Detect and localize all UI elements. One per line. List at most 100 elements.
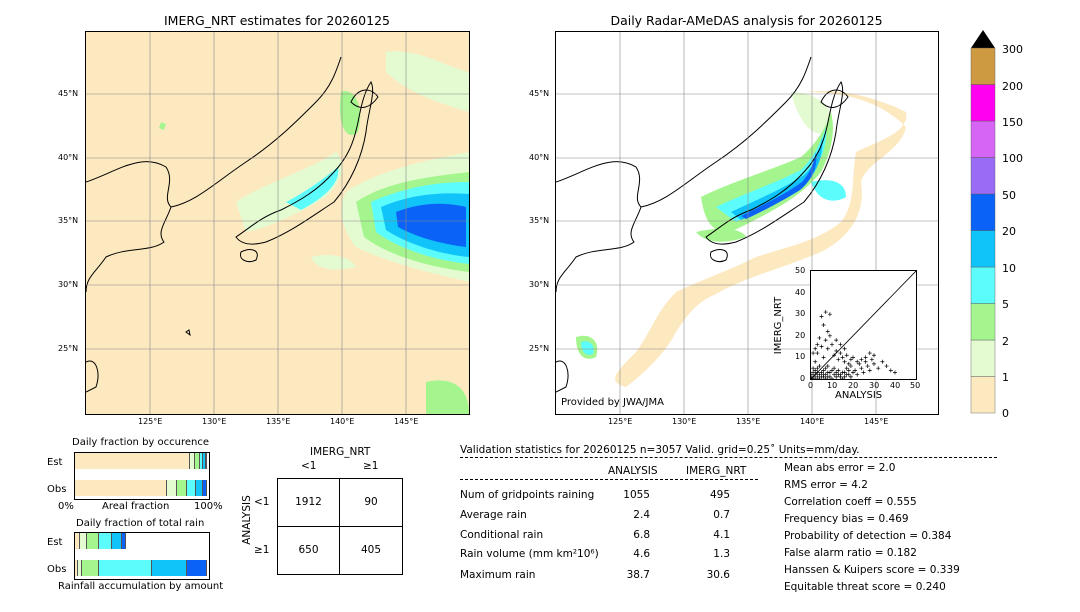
scatter-point — [827, 312, 832, 317]
rain-fraction-xlabel: Rainfall accumulation by amount — [58, 581, 224, 592]
occurrence-est-segment — [189, 453, 196, 469]
score-mean-abs-error: Mean abs error = 2.0 — [784, 462, 896, 474]
colorbar-extend-arrow — [971, 30, 995, 48]
scatter-point — [821, 323, 826, 327]
scatter-point — [825, 346, 830, 351]
stat-analysis-1: 2.4 — [633, 509, 650, 521]
scatter-point — [838, 342, 843, 347]
right-lat-40: 40°N — [529, 153, 550, 162]
colorbar — [970, 30, 996, 414]
stat-analysis-0: 1055 — [623, 489, 650, 501]
scatter-ylabel: IMERG_NRT — [773, 296, 785, 355]
scatter-point — [821, 374, 826, 379]
scatter-point — [844, 372, 849, 377]
score-far: False alarm ratio = 0.182 — [784, 547, 917, 559]
scatter-point — [813, 377, 818, 381]
scatter-point — [842, 346, 847, 351]
scatter-xtick-10: 10 — [827, 381, 838, 390]
scatter-point — [865, 364, 870, 369]
scatter-point — [834, 338, 839, 343]
scatter-point — [821, 368, 826, 373]
left-lat-45: 45°N — [58, 89, 79, 98]
right-rain-field — [576, 91, 907, 388]
scatter-point — [893, 370, 897, 375]
scatter-point — [842, 374, 847, 379]
scatter-point — [821, 355, 826, 360]
colorbar-segment-5 — [970, 193, 996, 231]
scatter-point — [834, 374, 839, 379]
occurrence-obs-segment — [196, 480, 203, 496]
stat-label-4: Maximum rain — [460, 569, 536, 581]
rain-est-segment — [75, 533, 81, 549]
scatter-point — [859, 366, 864, 371]
scatter-point — [815, 374, 820, 379]
stat-analysis-3: 4.6 — [633, 548, 650, 560]
scatter-plot — [809, 270, 917, 381]
contingency-cell-10: 650 — [298, 544, 319, 556]
validation-header: Validation statistics for 20260125 n=305… — [460, 444, 860, 456]
scatter-point — [815, 366, 820, 371]
scatter-point — [809, 372, 813, 377]
scatter-point — [811, 370, 816, 375]
left-map — [85, 31, 470, 415]
left-lon-145: 145°E — [394, 417, 419, 426]
scatter-point — [830, 342, 834, 347]
stat-imerg-3: 1.3 — [713, 548, 730, 560]
scatter-point — [859, 357, 864, 362]
right-lon-125: 125°E — [608, 417, 633, 426]
scatter-point — [842, 370, 847, 375]
occurrence-xtick-100: 100% — [194, 501, 223, 512]
colorbar-segment-6 — [970, 157, 996, 195]
scatter-point — [867, 368, 872, 373]
scatter-point — [876, 366, 881, 371]
scatter-point — [840, 377, 845, 381]
score-pod: Probability of detection = 0.384 — [784, 530, 952, 542]
scatter-point — [819, 370, 824, 375]
scatter-point — [855, 359, 860, 364]
scatter-point — [869, 357, 874, 362]
score-frequency-bias: Frequency bias = 0.469 — [784, 513, 909, 525]
cb-tick-100: 100 — [1002, 152, 1023, 165]
scatter-point — [815, 351, 820, 356]
scatter-point — [836, 372, 841, 377]
scatter-point — [830, 368, 834, 373]
occurrence-bar-obs — [75, 480, 207, 496]
scatter-point — [819, 344, 824, 349]
scatter-point — [823, 366, 828, 371]
scatter-point — [851, 370, 855, 375]
rain-obs-segment — [187, 560, 207, 576]
scatter-canvas — [809, 270, 917, 381]
scatter-point — [813, 372, 818, 377]
occurrence-est-segment — [200, 453, 203, 469]
scatter-point — [872, 361, 876, 366]
cb-tick-0: 0 — [1002, 407, 1009, 420]
occurrence-est-segment — [75, 453, 190, 469]
scatter-point — [827, 333, 832, 338]
scatter-point — [836, 357, 841, 362]
scatter-ytick-10: 10 — [795, 352, 806, 361]
rain-obs-segment — [75, 560, 78, 576]
scatter-point — [846, 361, 851, 366]
score-ets: Equitable threat score = 0.240 — [784, 581, 946, 593]
left-lon-135: 135°E — [266, 417, 291, 426]
occurrence-obs-segment — [75, 480, 168, 496]
stat-label-1: Average rain — [460, 509, 527, 521]
scatter-point — [848, 364, 853, 369]
scatter-ytick-20: 20 — [795, 331, 806, 340]
scatter-ytick-50: 50 — [795, 266, 806, 275]
left-coastline — [86, 56, 379, 393]
scatter-point — [823, 338, 828, 343]
contingency-col-lt1: <1 — [301, 460, 317, 472]
left-lon-130: 130°E — [202, 417, 227, 426]
occurrence-est-segment — [195, 453, 201, 469]
scatter-point — [861, 370, 866, 375]
scatter-diagonal — [810, 270, 917, 380]
scatter-point — [823, 372, 828, 377]
occurrence-row-obs: Obs — [47, 484, 67, 495]
scatter-point — [832, 366, 837, 371]
rain-bar-panel — [74, 532, 210, 580]
scatter-point — [848, 374, 853, 379]
rain-obs-segment — [77, 560, 82, 576]
validation-col-imerg: IMERG_NRT — [686, 465, 747, 477]
scatter-point — [832, 353, 837, 358]
